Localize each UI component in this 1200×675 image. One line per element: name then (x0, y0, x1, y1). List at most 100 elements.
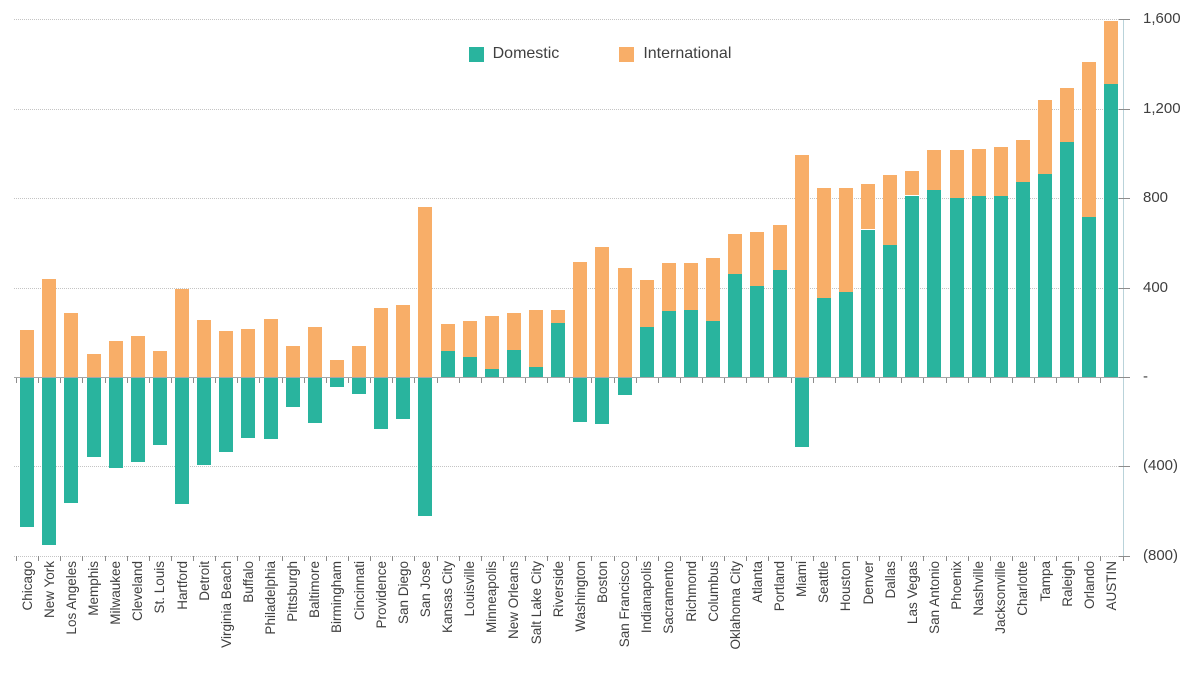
x-tick-label-text: San Francisco (617, 561, 633, 648)
x-tick-label-text: Houston (838, 561, 854, 612)
bottom-axis-tick (945, 555, 947, 561)
x-tick-label-text: San Diego (395, 561, 411, 625)
x-tick-label-virginia-beach: Virginia Beach (217, 561, 236, 675)
x-tick-label-riverside: Riverside (549, 561, 568, 675)
zero-line-tick (215, 378, 217, 383)
bar-providence-international (374, 307, 389, 377)
bottom-axis-tick (525, 555, 526, 561)
bar-tampa-international (1038, 99, 1052, 174)
x-tick-label-cincinnati: Cincinnati (350, 561, 369, 675)
zero-line-tick (923, 378, 925, 383)
x-tick-label-atlanta: Atlanta (748, 561, 767, 675)
bottom-axis-tick (414, 555, 416, 561)
bar-columbus-domestic (706, 321, 721, 377)
x-tick-label-dallas: Dallas (881, 561, 900, 675)
x-tick-label-charlotte: Charlotte (1013, 561, 1032, 675)
x-tick-label-miami: Miami (792, 561, 811, 675)
x-tick-label-new-orleans: New Orleans (504, 561, 523, 675)
bar-salt-lake-city-domestic (529, 366, 544, 377)
zero-line-tick (38, 378, 40, 383)
bottom-axis-tick (679, 555, 681, 561)
zero-line-tick (967, 378, 969, 383)
x-tick-label-chicago: Chicago (18, 561, 37, 675)
bottom-axis-tick (38, 555, 40, 561)
x-tick-label-las-vegas: Las Vegas (903, 561, 922, 675)
zero-line-tick (1056, 378, 1058, 383)
bottom-axis-tick (834, 555, 836, 561)
zero-line-tick (303, 378, 305, 383)
zero-line-tick (746, 378, 748, 383)
bar-san-antonio-domestic (927, 190, 942, 377)
x-tick-label-text: San Jose (417, 561, 433, 618)
zero-line-tick (259, 378, 261, 383)
x-tick-label-text: Philadelphia (263, 561, 278, 635)
zero-line-tick (879, 378, 881, 383)
x-tick-label-tampa: Tampa (1036, 561, 1055, 675)
x-tick-label-phoenix: Phoenix (947, 561, 966, 675)
bottom-axis-tick (370, 555, 372, 561)
bar-virginia-beach-international (219, 331, 234, 377)
bar-seattle-international (816, 188, 831, 299)
bar-charlotte-international (1015, 140, 1030, 183)
x-tick-label-text: Raleigh (1059, 561, 1075, 607)
bottom-axis-tick (591, 555, 593, 561)
bottom-axis-tick (967, 555, 969, 561)
x-tick-label-text: Seattle (816, 561, 832, 604)
x-tick-label-text: Baltimore (307, 561, 323, 619)
x-tick-label-houston: Houston (836, 561, 855, 675)
bottom-axis-tick (303, 555, 305, 561)
legend-item-domestic: Domestic (468, 45, 559, 63)
bar-richmond-international (684, 262, 698, 311)
y-axis-line (1122, 19, 1124, 556)
x-tick-label-hartford: Hartford (173, 561, 192, 675)
bar-pittsburgh-domestic (285, 377, 300, 408)
bottom-axis-tick (480, 555, 482, 561)
bottom-axis-tick (746, 555, 748, 561)
zero-line-tick (945, 378, 947, 383)
zero-line-tick (834, 378, 836, 383)
bar-seattle-domestic (816, 298, 831, 377)
bottom-axis-tick (879, 555, 881, 561)
bottom-axis-tick (170, 555, 172, 561)
bar-hartford-domestic (175, 377, 189, 504)
bar-portland-domestic (772, 269, 787, 377)
bottom-axis-tick (82, 555, 84, 561)
zero-line-tick (458, 378, 460, 383)
zero-line-tick (325, 378, 327, 383)
y-axis-tick-1200 (1118, 108, 1130, 110)
bar-nashville-domestic (971, 195, 986, 377)
x-tick-label-text: Salt Lake City (528, 561, 544, 645)
bar-milwaukee-domestic (108, 377, 123, 468)
bar-minneapolis-domestic (484, 369, 499, 377)
x-tick-label-text: Phoenix (949, 561, 964, 610)
bottom-axis-tick (259, 555, 261, 561)
bar-chicago-domestic (20, 377, 35, 528)
bar-dallas-international (883, 175, 898, 246)
x-tick-label-text: Memphis (86, 561, 101, 616)
zero-line-tick (16, 378, 17, 383)
x-tick-label-denver: Denver (859, 561, 878, 675)
x-tick-label-text: Los Angeles (63, 561, 79, 635)
zero-line-tick (768, 378, 770, 383)
zero-line-tick (812, 378, 814, 383)
zero-line-tick (1100, 378, 1102, 383)
bar-buffalo-international (241, 328, 256, 377)
x-tick-label-text: Tampa (1037, 561, 1053, 602)
bar-detroit-international (197, 320, 212, 377)
bar-minneapolis-international (484, 316, 499, 370)
x-tick-label-text: Charlotte (1015, 561, 1031, 616)
x-tick-label-text: Atlanta (749, 561, 765, 604)
bar-san-jose-domestic (418, 377, 433, 517)
bottom-axis-tick (16, 555, 17, 561)
bar-los-angeles-domestic (64, 377, 79, 503)
bar-washington-international (573, 261, 588, 377)
x-tick-label-columbus: Columbus (704, 561, 723, 675)
y-tick-label-0: - (1143, 368, 1148, 385)
x-tick-label-text: Louisville (462, 561, 478, 617)
bar-dallas-domestic (883, 245, 898, 377)
x-tick-label-text: Virginia Beach (218, 561, 234, 648)
zero-line-tick (856, 378, 858, 383)
x-tick-label-st-louis: St. Louis (150, 561, 169, 675)
zero-line-tick (790, 378, 792, 383)
bar-indianapolis-international (639, 280, 654, 328)
